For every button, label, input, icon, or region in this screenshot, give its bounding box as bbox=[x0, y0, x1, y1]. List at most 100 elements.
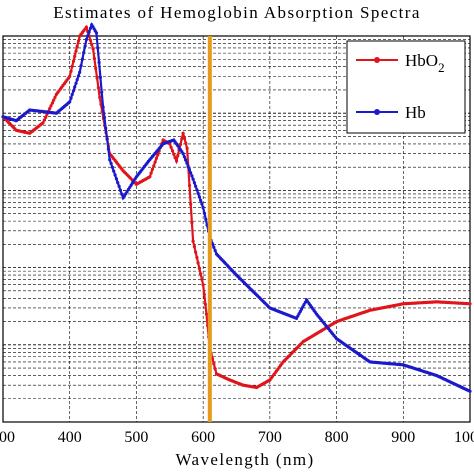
data-point bbox=[156, 153, 160, 157]
data-point bbox=[213, 249, 217, 253]
data-point bbox=[71, 89, 76, 93]
x-tick-label: 900 bbox=[391, 429, 415, 446]
data-point bbox=[102, 116, 106, 120]
data-point bbox=[48, 107, 52, 111]
data-point bbox=[150, 167, 154, 171]
data-point bbox=[97, 60, 101, 65]
data-point bbox=[76, 74, 81, 78]
data-point bbox=[105, 137, 109, 141]
data-point bbox=[69, 96, 73, 100]
series-hbo2 bbox=[1, 24, 472, 390]
data-point bbox=[190, 174, 194, 178]
data-point bbox=[73, 54, 77, 58]
data-point bbox=[468, 389, 472, 393]
x-tick-label: 300 bbox=[0, 429, 15, 446]
data-point bbox=[87, 30, 91, 34]
data-point bbox=[50, 101, 55, 105]
data-point bbox=[213, 367, 217, 371]
data-point bbox=[204, 312, 209, 316]
plot-frame bbox=[2, 35, 471, 423]
legend-label: Hb bbox=[405, 103, 426, 122]
data-point bbox=[84, 37, 88, 42]
data-point bbox=[202, 211, 207, 215]
legend-box bbox=[346, 40, 466, 134]
data-point bbox=[192, 245, 196, 249]
data-point bbox=[195, 188, 199, 192]
data-point bbox=[74, 81, 78, 85]
data-point bbox=[195, 255, 199, 260]
data-point bbox=[172, 152, 176, 156]
data-point bbox=[86, 34, 90, 38]
data-point bbox=[112, 169, 116, 173]
data-point bbox=[98, 75, 102, 79]
data-point bbox=[194, 184, 198, 188]
data-point bbox=[194, 250, 198, 254]
data-point bbox=[91, 47, 95, 51]
data-point bbox=[70, 64, 74, 68]
data-point bbox=[184, 141, 188, 145]
data-point bbox=[202, 292, 206, 297]
data-point bbox=[170, 149, 175, 153]
data-point bbox=[42, 118, 47, 122]
data-point bbox=[468, 302, 472, 306]
data-point bbox=[44, 115, 48, 119]
data-point bbox=[100, 90, 104, 94]
legend-marker bbox=[374, 57, 380, 63]
data-point bbox=[53, 95, 57, 99]
x-tick-label: 1000 bbox=[454, 429, 474, 446]
data-point bbox=[191, 239, 195, 243]
data-point bbox=[181, 152, 185, 156]
data-point bbox=[94, 66, 98, 70]
data-point bbox=[184, 158, 188, 162]
x-tick-label: 400 bbox=[58, 429, 82, 446]
series-hb bbox=[1, 22, 472, 393]
data-point bbox=[108, 158, 112, 162]
data-point bbox=[182, 136, 187, 140]
data-point bbox=[118, 188, 122, 192]
data-point bbox=[76, 39, 81, 43]
data-point bbox=[203, 302, 207, 306]
data-point bbox=[96, 86, 100, 90]
data-point bbox=[114, 177, 118, 181]
series-layer bbox=[1, 22, 472, 393]
legend-subscript: 2 bbox=[438, 60, 445, 75]
data-point bbox=[82, 51, 86, 55]
data-point bbox=[197, 266, 201, 270]
data-point bbox=[80, 57, 84, 61]
data-point bbox=[78, 70, 82, 74]
data-point bbox=[148, 175, 152, 179]
data-point bbox=[41, 121, 45, 125]
data-point bbox=[94, 31, 98, 35]
data-point bbox=[196, 191, 200, 195]
data-point bbox=[196, 261, 200, 265]
data-point bbox=[75, 44, 79, 48]
data-point bbox=[192, 181, 196, 185]
data-point bbox=[176, 153, 180, 158]
data-point bbox=[190, 221, 194, 225]
data-point bbox=[185, 146, 189, 150]
x-tick-label: 600 bbox=[191, 429, 215, 446]
data-point bbox=[199, 272, 203, 276]
data-point bbox=[186, 164, 190, 168]
data-point bbox=[169, 145, 173, 149]
data-point bbox=[71, 59, 76, 63]
data-point bbox=[68, 100, 72, 104]
data-point bbox=[182, 155, 186, 159]
data-point bbox=[74, 49, 78, 53]
data-point bbox=[212, 362, 216, 366]
data-point bbox=[178, 142, 183, 146]
data-point bbox=[113, 173, 117, 177]
data-point bbox=[185, 161, 189, 165]
data-point bbox=[69, 69, 73, 73]
data-point bbox=[212, 245, 216, 249]
data-point bbox=[52, 98, 56, 102]
data-point bbox=[200, 202, 204, 206]
data-point bbox=[84, 25, 88, 29]
data-point bbox=[173, 156, 177, 160]
data-point bbox=[88, 26, 92, 30]
data-point bbox=[181, 131, 185, 135]
x-axis-label: Wavelength (nm) bbox=[175, 450, 314, 469]
data-point bbox=[70, 92, 74, 97]
